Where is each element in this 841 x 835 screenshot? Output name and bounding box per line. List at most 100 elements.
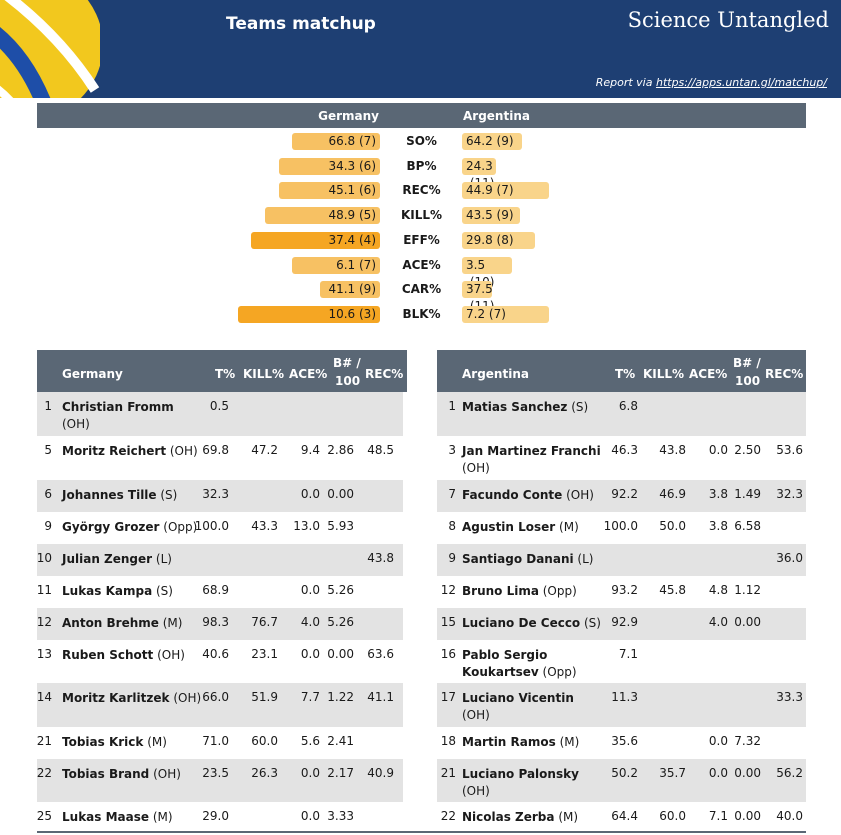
player-position: (OH): [462, 461, 490, 475]
cell-rec-pct: 43.8: [367, 551, 394, 565]
player-number: 1: [44, 399, 52, 413]
cell-t-pct: 35.6: [611, 734, 638, 748]
cell-t-pct: 6.8: [618, 399, 638, 413]
player-name: Bruno Lima (Opp): [462, 583, 627, 600]
stat-row: 34.3 (6) BP% 24.3 (11): [0, 156, 841, 190]
stat-value-left: 34.3: [328, 158, 356, 173]
col-blocks-per-100: B# /: [333, 356, 361, 370]
player-number: 21: [440, 766, 456, 780]
stat-rank-right: (9): [492, 134, 514, 148]
stat-rank-left: (4): [355, 232, 376, 247]
cell-ace-pct: 7.7: [300, 690, 320, 704]
report-prefix: Report via: [595, 76, 656, 89]
player-position: (M): [555, 520, 579, 534]
table-row: 17 Luciano Vicentin (OH) 11.3 33.3: [437, 683, 806, 727]
player-number: 5: [44, 443, 52, 457]
stat-label: EFF%: [403, 232, 440, 247]
col-blocks-per-100: B# /: [733, 356, 761, 370]
cell-t-pct: 100.0: [194, 519, 229, 533]
cell-kill-pct: 23.1: [251, 647, 278, 661]
player-position: (M): [149, 810, 173, 824]
cell-t-pct: 50.2: [611, 766, 638, 780]
cell-rec-pct: 36.0: [776, 551, 803, 565]
cell-kill-pct: 60.0: [659, 809, 686, 823]
cell-t-pct: 71.0: [202, 734, 229, 748]
stat-value-right: 3.5: [466, 257, 486, 272]
cell-ace-pct: 0.0: [300, 583, 320, 597]
cell-blocks-per-100: 7.32: [734, 734, 761, 748]
cell-t-pct: 98.3: [202, 615, 229, 629]
player-name: Tobias Krick (M): [62, 734, 227, 751]
player-name-text: Jan Martinez Franchi: [462, 444, 601, 458]
stat-bar-left: 48.9 (5): [265, 207, 380, 225]
cell-rec-pct: 41.1: [367, 690, 394, 704]
player-number: 11: [36, 583, 52, 597]
player-number: 22: [440, 809, 456, 823]
player-name: Pablo Sergio Koukartsev (Opp): [462, 647, 602, 681]
col-rec-pct: REC%: [765, 367, 804, 381]
cell-blocks-per-100: 2.41: [327, 734, 354, 748]
cell-t-pct: 69.8: [202, 443, 229, 457]
player-position: (OH): [166, 444, 198, 458]
cell-blocks-per-100: 0.00: [327, 647, 354, 661]
player-number: 12: [36, 615, 52, 629]
cell-blocks-per-100: 5.93: [327, 519, 354, 533]
stat-value-left: 6.1: [336, 257, 356, 272]
cell-t-pct: 46.3: [611, 443, 638, 457]
cell-t-pct: 29.0: [202, 809, 229, 823]
player-name-text: Luciano De Cecco: [462, 616, 581, 630]
table-header: Germany T% KILL% ACE% B# / 100 REC%: [37, 350, 407, 392]
player-position: (Opp): [538, 665, 577, 679]
cell-blocks-per-100: 1.12: [734, 583, 761, 597]
cell-ace-pct: 0.0: [300, 647, 320, 661]
table-row: 15 Luciano De Cecco (S) 92.9 4.0 0.00: [437, 608, 806, 640]
cell-blocks-per-100: 6.58: [734, 519, 761, 533]
cell-rec-pct: 40.0: [776, 809, 803, 823]
player-name: Ruben Schott (OH): [62, 647, 227, 664]
cell-kill-pct: 46.9: [659, 487, 686, 501]
cell-ace-pct: 0.0: [708, 766, 728, 780]
table-row: 11 Lukas Kampa (S) 68.9 0.0 5.26: [37, 576, 403, 608]
player-position: (S): [152, 584, 173, 598]
stat-value-right: 29.8: [466, 232, 493, 247]
player-name-text: Bruno Lima: [462, 584, 539, 598]
cell-t-pct: 92.9: [611, 615, 638, 629]
cell-t-pct: 23.5: [202, 766, 229, 780]
player-name: Luciano Palonsky (OH): [462, 766, 602, 800]
player-number: 1: [448, 399, 456, 413]
stat-bar-right: 24.3 (11): [462, 157, 496, 190]
player-name: Santiago Danani (L): [462, 551, 627, 568]
page-title: Teams matchup: [226, 14, 376, 34]
player-name-text: Lukas Maase: [62, 810, 150, 824]
cell-rec-pct: 53.6: [776, 443, 803, 457]
player-name-text: Tobias Brand: [62, 767, 150, 781]
report-link[interactable]: https://apps.untan.gl/matchup/: [655, 76, 827, 89]
stat-bar-right: 44.9 (7): [462, 182, 549, 200]
cell-rec-pct: 63.6: [367, 647, 394, 661]
player-position: (OH): [462, 784, 490, 798]
col-ace-pct: ACE%: [289, 367, 328, 381]
player-position: (OH): [462, 708, 490, 722]
cell-ace-pct: 4.0: [300, 615, 320, 629]
player-name: Luciano De Cecco (S): [462, 615, 627, 632]
cell-ace-pct: 4.0: [708, 615, 728, 629]
stat-value-left: 66.8: [328, 134, 356, 148]
stat-bar-right: 7.2 (7): [462, 305, 549, 323]
cell-t-pct: 32.3: [202, 487, 229, 501]
stat-bar-left: 10.6 (3): [238, 305, 380, 323]
player-table-left: Germany T% KILL% ACE% B# / 100 REC% 1 Christian …: [37, 350, 407, 835]
player-number: 13: [36, 647, 52, 661]
table-header: Argentina T% KILL% ACE% B# / 100 REC%: [437, 350, 806, 392]
player-position: (Opp): [159, 520, 198, 534]
stat-bar-right: 29.8 (8): [462, 231, 535, 249]
cell-ace-pct: 3.8: [708, 519, 728, 533]
player-name: Agustin Loser (M): [462, 519, 627, 536]
cell-blocks-per-100: 0.00: [327, 487, 354, 501]
stat-bar-left: 66.8 (7): [292, 133, 380, 150]
table-row: 9 György Grozer (Opp) 100.0 43.3 13.0 5.93: [37, 512, 403, 544]
cell-kill-pct: 43.3: [251, 519, 278, 533]
report-header: Teams matchup Science Untangled Report v…: [0, 0, 841, 98]
player-name: Moritz Karlitzek (OH): [62, 690, 227, 707]
stat-label: BLK%: [402, 306, 441, 321]
table-row: 1 Matias Sanchez (S) 6.8: [437, 392, 806, 436]
